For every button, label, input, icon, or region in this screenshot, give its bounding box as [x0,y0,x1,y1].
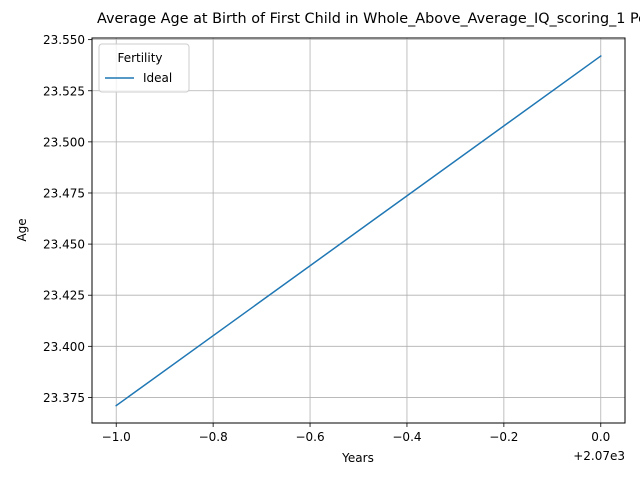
y-tick-label: 23.550 [43,33,85,47]
y-tick-label: 23.525 [43,84,85,98]
plot-area-frame [91,37,626,424]
y-tick-label: 23.500 [43,135,85,149]
series-layer [115,54,602,407]
x-tick-label: −0.4 [392,430,421,444]
y-tick-label: 23.375 [43,391,85,405]
y-tick-label: 23.475 [43,186,85,200]
x-tick-label: −0.8 [199,430,228,444]
x-axis-label: Years [341,451,374,465]
legend-label-ideal: Ideal [143,71,172,85]
x-axis: −1.0 −0.8 −0.6 −0.4 −0.2 0.0 [102,423,610,444]
y-axis-label: Age [15,218,29,241]
x-tick-label: −0.2 [489,430,518,444]
series-line-ideal [115,54,602,407]
y-tick-label: 23.400 [43,340,85,354]
chart-title: Average Age at Birth of First Child in W… [97,11,640,27]
y-tick-label: 23.425 [43,289,85,303]
y-tick-label: 23.450 [43,238,85,252]
y-axis: 23.375 23.400 23.425 23.450 23.475 23.500 23.5… [43,33,92,405]
x-tick-label: 0.0 [591,430,610,444]
grid [92,38,625,423]
legend-box [98,43,190,93]
legend: Fertility Ideal [98,43,190,93]
x-tick-label: −1.0 [102,430,131,444]
x-axis-offset-label: +2.07e3 [573,449,625,463]
legend-title: Fertility [117,51,162,65]
x-tick-label: −0.6 [295,430,324,444]
